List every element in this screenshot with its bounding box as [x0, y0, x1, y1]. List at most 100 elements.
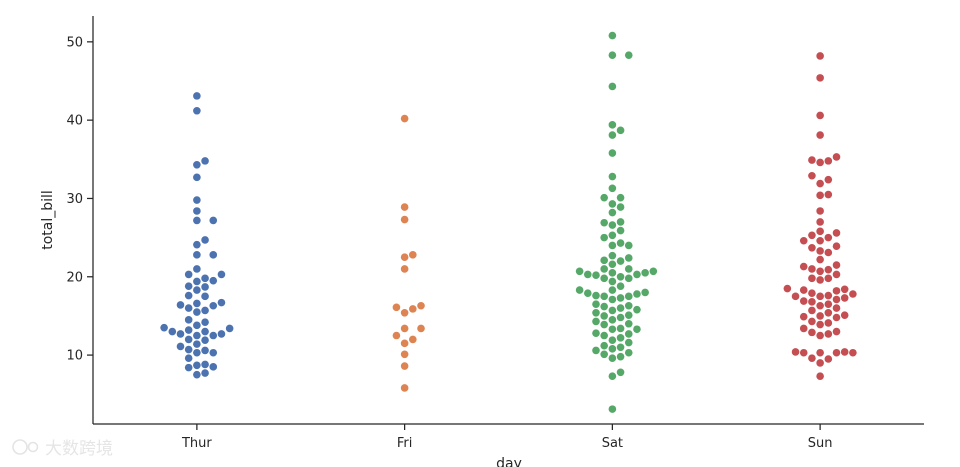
data-point-sun [816, 207, 824, 215]
data-point-sat [624, 311, 633, 319]
data-point-fri [400, 350, 409, 359]
data-point-sun [816, 301, 824, 310]
data-point-sun [783, 284, 792, 293]
data-point-sat [592, 300, 600, 308]
data-point-fri [400, 309, 409, 317]
data-point-sun [816, 255, 824, 264]
data-point-thur [184, 291, 193, 300]
data-point-sun [832, 153, 841, 161]
data-point-thur [193, 173, 201, 182]
data-point-sun [816, 191, 824, 200]
data-point-sat [616, 126, 625, 135]
data-point-thur [201, 274, 209, 283]
data-point-sat [624, 241, 633, 250]
data-point-sun [832, 229, 841, 237]
watermark-text: 大数跨境 [45, 439, 113, 459]
x-axis-label: day [496, 456, 522, 467]
data-point-sat [624, 319, 633, 328]
data-point-thur [217, 270, 226, 279]
data-point-sat [608, 286, 617, 294]
data-point-sat [592, 309, 600, 317]
data-point-sat [624, 348, 633, 357]
data-point-sat [608, 269, 617, 277]
data-point-fri [400, 339, 409, 348]
data-point-sun [824, 330, 833, 338]
data-point-sun [840, 348, 849, 356]
data-point-sun [799, 286, 808, 294]
data-point-sat [616, 226, 625, 235]
data-point-sat [616, 352, 625, 361]
data-point-sun [849, 348, 857, 357]
data-point-sat [608, 295, 617, 304]
x-tick-label-sat: Sat [602, 436, 623, 451]
data-point-thur [201, 336, 209, 345]
data-point-sat [608, 82, 617, 91]
data-point-sun [824, 157, 833, 165]
data-point-fri [400, 324, 409, 333]
data-point-thur [193, 299, 201, 308]
data-point-sun [799, 297, 808, 305]
data-point-thur [184, 282, 193, 290]
data-point-sat [641, 288, 649, 297]
data-point-sat [624, 301, 633, 310]
data-point-sat [608, 184, 617, 193]
data-point-sun [832, 270, 841, 279]
data-point-sat [600, 341, 608, 350]
data-point-fri [417, 324, 425, 333]
data-point-sun [824, 233, 833, 242]
data-point-sat [592, 346, 600, 355]
data-point-sun [832, 304, 841, 312]
data-point-thur [184, 363, 193, 372]
watermark-logo-icon [12, 439, 28, 455]
data-point-sun [808, 354, 816, 363]
data-point-fri [400, 215, 409, 224]
data-point-thur [201, 157, 209, 165]
data-point-sun [799, 348, 808, 357]
data-point-thur [201, 369, 209, 377]
data-point-thur [184, 354, 193, 363]
data-point-sun [816, 276, 824, 284]
data-point-sun [832, 242, 841, 251]
data-point-thur [184, 316, 193, 324]
data-point-sun [791, 292, 800, 301]
watermark: 大数跨境 [12, 439, 113, 459]
x-tick-label-sun: Sun [808, 436, 833, 451]
data-point-thur [225, 324, 234, 333]
data-point-thur [209, 331, 218, 340]
data-point-sat [608, 131, 617, 139]
data-point-sun [824, 291, 833, 300]
x-tick-label-thur: Thur [181, 436, 212, 451]
data-point-fri [409, 305, 417, 313]
y-ticks: 10 20 30 40 50 [66, 35, 93, 364]
data-point-sun [832, 313, 841, 322]
data-point-thur [209, 251, 218, 259]
data-point-sun [816, 292, 824, 301]
data-point-fri [409, 251, 417, 259]
data-point-sun [824, 300, 833, 308]
data-point-sun [824, 319, 833, 327]
data-point-sat [616, 272, 625, 281]
data-point-sat [608, 345, 617, 353]
data-point-thur [193, 240, 201, 249]
data-point-thur [193, 308, 201, 316]
data-point-sat [608, 316, 617, 324]
data-point-sat [600, 274, 608, 283]
data-point-fri [409, 335, 417, 344]
data-point-thur [193, 361, 201, 370]
data-point-sun [832, 261, 841, 269]
data-point-thur [168, 327, 177, 336]
data-point-sat [600, 193, 608, 202]
data-point-sat [616, 324, 625, 333]
data-point-sat [616, 304, 625, 312]
data-point-sat [608, 277, 617, 286]
data-point-sat [600, 218, 608, 227]
data-point-sun [799, 236, 808, 245]
data-point-sun [832, 295, 841, 304]
data-point-sat [616, 282, 625, 290]
data-point-sat [624, 274, 633, 283]
data-point-thur [217, 298, 226, 307]
data-point-fri [400, 203, 409, 211]
data-point-sat [624, 338, 633, 347]
data-point-thur [193, 321, 201, 330]
